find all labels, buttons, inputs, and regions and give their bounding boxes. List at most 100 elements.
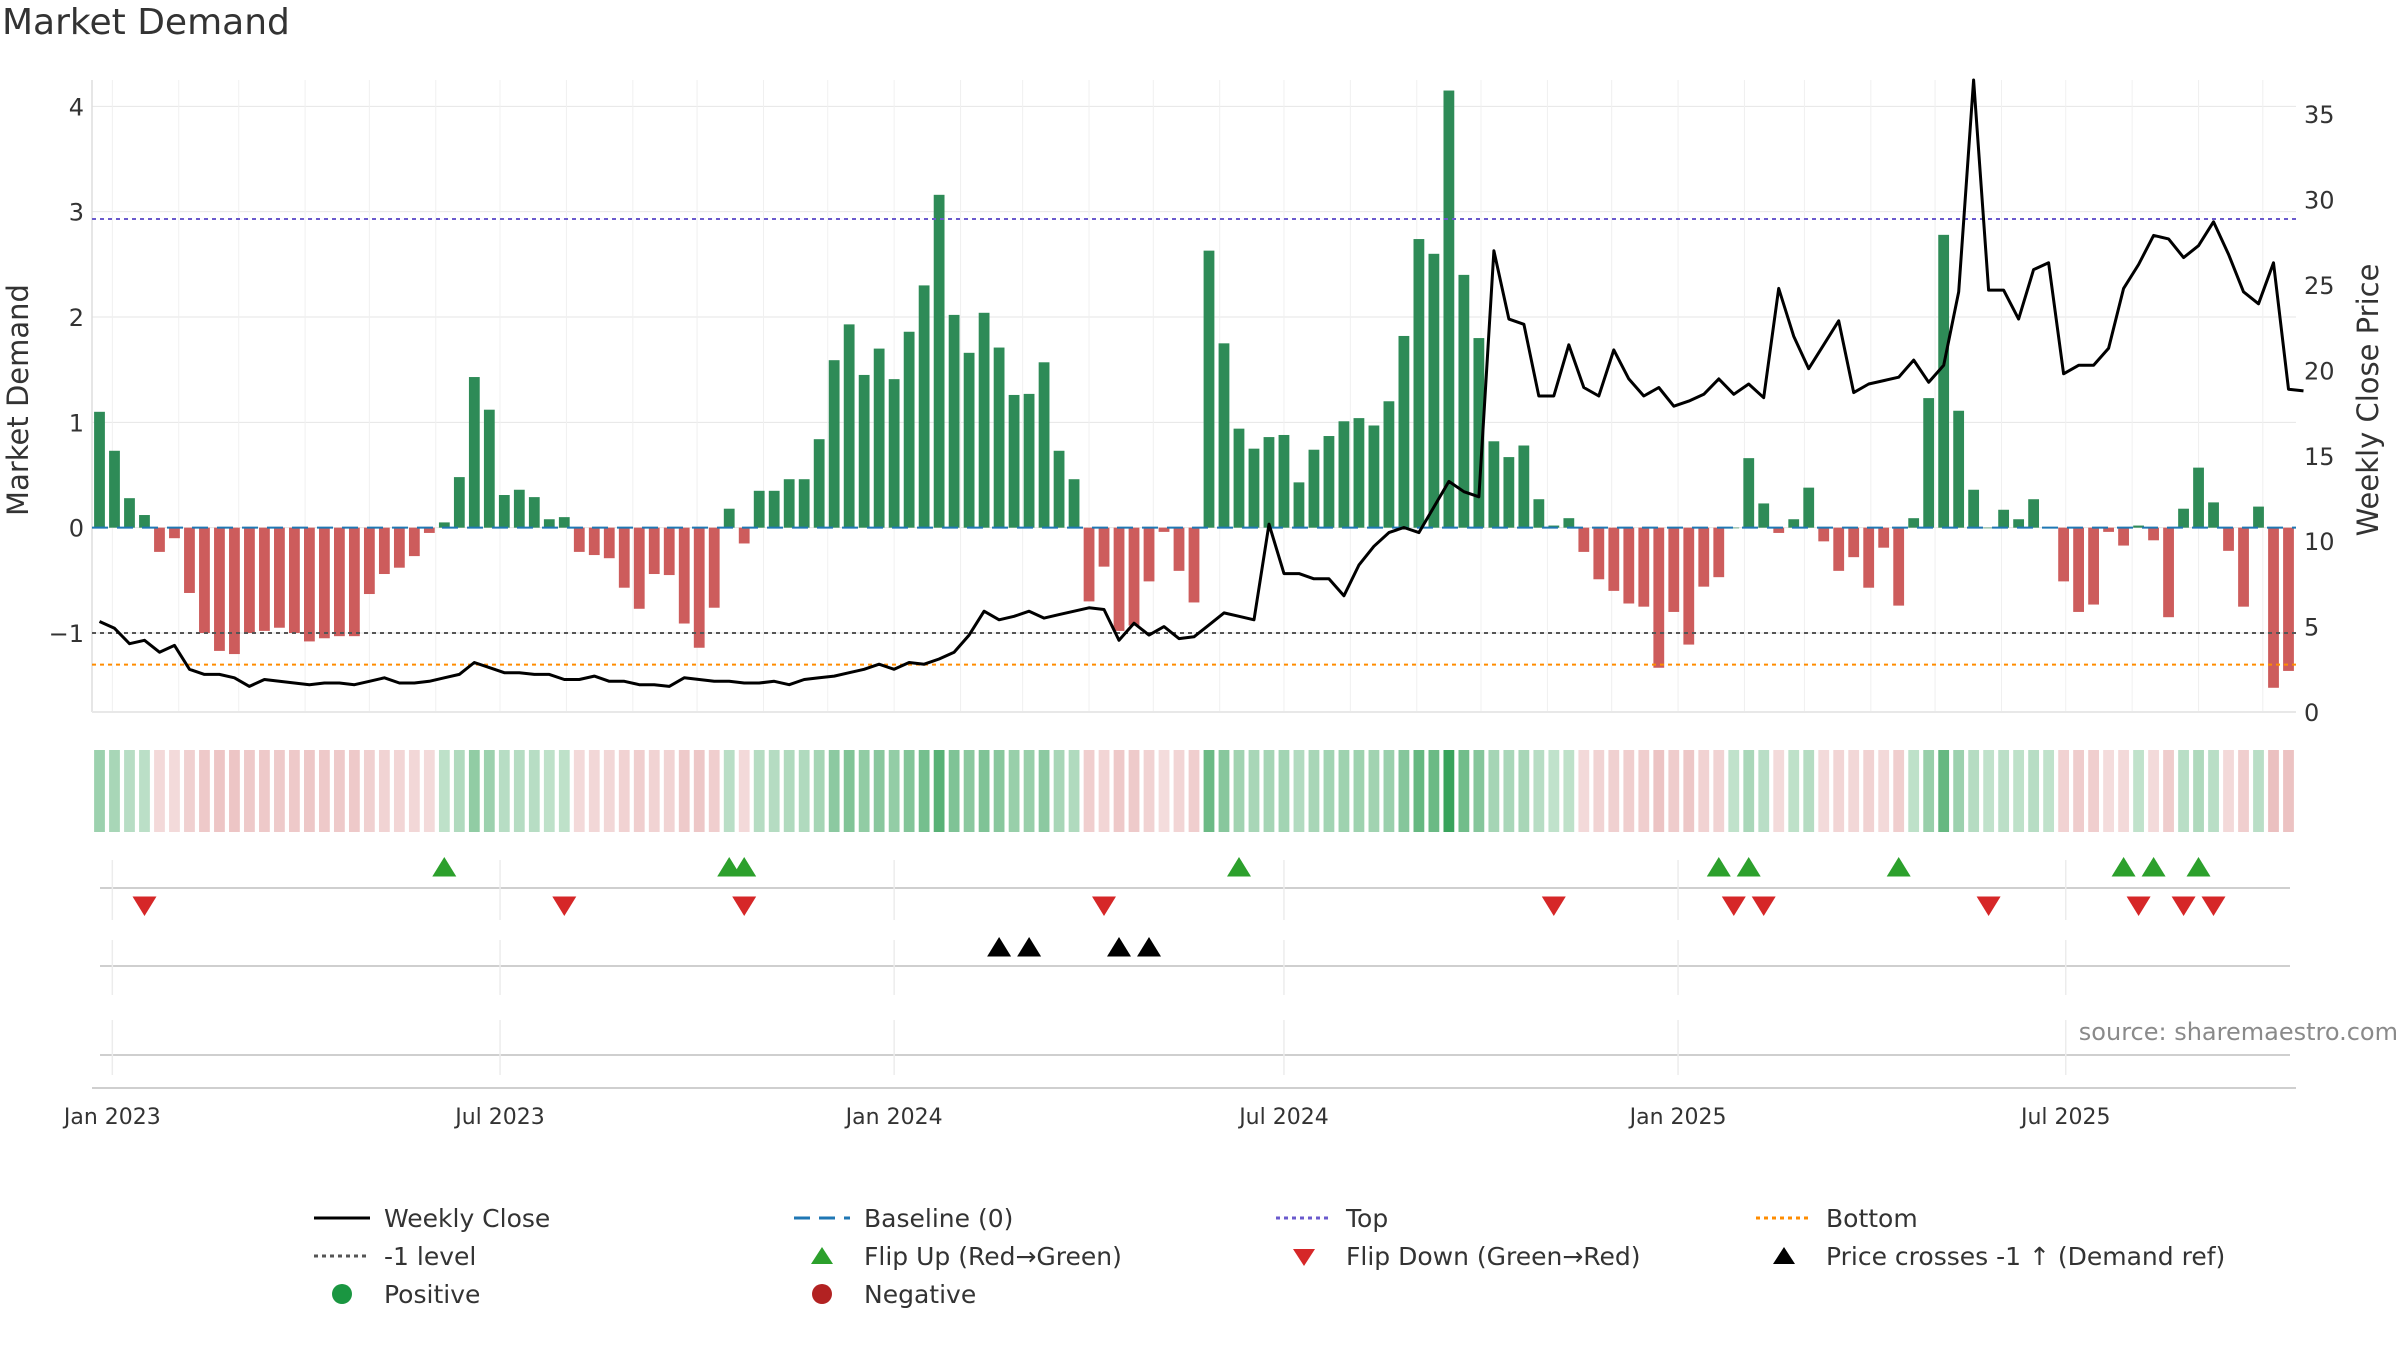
demand-bar	[1998, 509, 2010, 528]
heat-cell	[1923, 750, 1935, 832]
demand-bar	[1278, 434, 1290, 528]
y2-tick-label: 35	[2304, 101, 2335, 129]
triangle-up-icon	[811, 1247, 833, 1264]
demand-bar	[1443, 90, 1455, 528]
demand-bar	[229, 527, 240, 655]
demand-bar	[1023, 393, 1035, 528]
heat-cell	[1953, 750, 1965, 832]
demand-bar	[1488, 441, 1500, 528]
heat-cell	[2163, 750, 2174, 832]
demand-bar	[1953, 410, 1965, 528]
heat-cell	[109, 750, 120, 832]
demand-bar	[1518, 445, 1530, 528]
heat-cell	[408, 750, 420, 832]
demand-bar	[2208, 502, 2219, 528]
heat-cell	[94, 750, 105, 832]
legend-label: Weekly Close	[384, 1203, 551, 1233]
price-line-group	[98, 78, 2304, 688]
demand-bars	[94, 90, 2294, 688]
flip-up-marker	[2186, 857, 2211, 877]
demand-bar	[543, 519, 555, 528]
demand-bar	[2133, 525, 2144, 528]
flip-down-marker	[552, 896, 577, 916]
demand-bar	[2223, 527, 2234, 551]
heat-cell	[2103, 750, 2114, 832]
x-tick-label: Jul 2024	[1237, 1105, 1329, 1130]
heat-cell	[1968, 750, 1980, 832]
demand-bar	[1038, 362, 1050, 528]
y-axis-label: Market Demand	[1, 284, 35, 516]
heat-cell	[2208, 750, 2219, 832]
heat-cell	[1443, 750, 1455, 832]
heat-cell	[2043, 750, 2055, 832]
heat-cell	[933, 750, 945, 832]
demand-bar	[1173, 527, 1185, 571]
heat-cell	[1653, 750, 1665, 832]
legend-label: Negative	[864, 1279, 977, 1309]
heat-cell	[1713, 750, 1725, 832]
price-cross-marker	[1017, 937, 1042, 957]
flip-down-marker	[132, 896, 157, 916]
demand-bar	[1803, 487, 1815, 528]
heat-cell	[813, 750, 825, 832]
legend-item-price-cross: Price crosses -1 ↑ (Demand ref)	[1752, 1238, 2225, 1274]
heat-cell	[1158, 750, 1170, 832]
heat-cell	[2013, 750, 2025, 832]
heat-cell	[1803, 750, 1815, 832]
demand-bar	[1383, 401, 1395, 528]
demand-bar	[498, 495, 510, 528]
heat-cell	[139, 750, 150, 832]
heat-cell	[1998, 750, 2010, 832]
legend-label: Flip Up (Red→Green)	[864, 1241, 1122, 1271]
demand-bar	[603, 527, 615, 559]
heat-cell	[963, 750, 975, 832]
heat-cell	[1143, 750, 1155, 832]
heat-cell	[229, 750, 240, 832]
heat-cell	[124, 750, 135, 832]
demand-bar	[2058, 527, 2070, 582]
heat-cell	[618, 750, 630, 832]
y-tick-label: 3	[69, 199, 84, 227]
heat-cell	[588, 750, 600, 832]
heat-cell	[2268, 750, 2279, 832]
demand-bar	[1143, 527, 1155, 582]
heat-cell	[1488, 750, 1500, 832]
demand-bar	[1608, 527, 1620, 591]
heat-cell	[708, 750, 720, 832]
demand-bar	[588, 527, 600, 556]
heat-cell	[1893, 750, 1905, 832]
demand-bar	[169, 527, 180, 539]
chart-title: Market Demand	[2, 2, 290, 43]
heat-cell	[1578, 750, 1590, 832]
flip-up-marker	[1886, 857, 1911, 877]
heat-cell	[214, 750, 225, 832]
heat-cell	[259, 750, 270, 832]
demand-bar	[1203, 250, 1215, 528]
demand-bar	[1503, 457, 1515, 528]
demand-bar	[1293, 482, 1305, 528]
heat-cell	[1908, 750, 1920, 832]
demand-bar	[423, 527, 435, 533]
demand-bar	[109, 450, 120, 528]
demand-bar	[1668, 527, 1680, 612]
demand-bar	[1428, 253, 1440, 528]
x-tick-label: Jan 2025	[1628, 1105, 1727, 1130]
demand-bar	[1863, 527, 1875, 588]
demand-bar	[124, 498, 135, 528]
heat-cell	[798, 750, 810, 832]
demand-bar	[1548, 525, 1560, 528]
heat-cell	[603, 750, 615, 832]
demand-bar	[903, 331, 915, 528]
event-markers	[92, 857, 2296, 1089]
heat-cell	[1878, 750, 1890, 832]
heat-cell	[573, 750, 585, 832]
y2-tick-label: 10	[2304, 528, 2335, 556]
heat-cell	[2133, 750, 2144, 832]
price-cross-marker	[1107, 937, 1131, 957]
y2-axis-label: Weekly Close Price	[2351, 264, 2385, 537]
triangle-down-icon	[1293, 1249, 1315, 1266]
heat-cell	[1533, 750, 1545, 832]
demand-bar	[1473, 338, 1485, 528]
demand-bar	[678, 527, 690, 624]
demand-bar	[783, 479, 795, 528]
